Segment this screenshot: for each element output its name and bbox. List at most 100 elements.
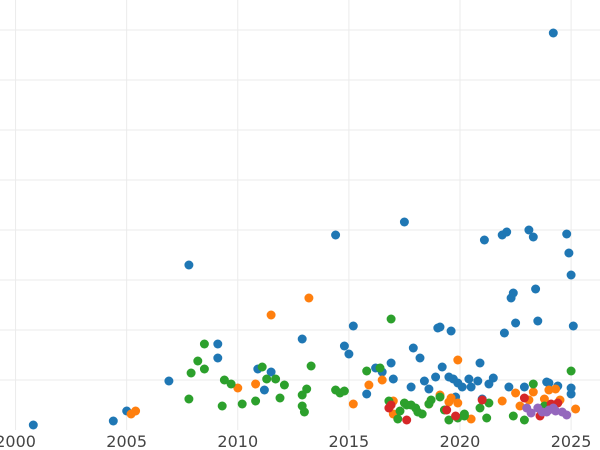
point-s2-45 <box>519 415 529 425</box>
point-s1-14 <box>453 355 463 365</box>
point-s2-43 <box>484 398 494 408</box>
x-tick-label-5: 2025 <box>551 432 592 450</box>
point-s3-3 <box>451 411 461 421</box>
point-s0-10 <box>297 334 307 344</box>
point-s0-65 <box>544 378 554 388</box>
point-s1-15 <box>466 414 476 424</box>
point-s2-26 <box>386 314 396 324</box>
point-s1-4 <box>304 293 314 303</box>
point-s0-4 <box>184 260 194 270</box>
point-s0-38 <box>479 235 489 245</box>
point-s1-22 <box>551 384 561 394</box>
point-s0-57 <box>566 270 576 280</box>
gridlines <box>0 0 600 430</box>
point-s0-51 <box>533 316 543 326</box>
point-s1-16 <box>497 396 507 406</box>
point-s0-45 <box>508 288 518 298</box>
point-s0-5 <box>213 339 223 349</box>
point-s2-0 <box>184 394 194 404</box>
point-s1-2 <box>233 383 243 393</box>
point-s0-21 <box>406 382 416 392</box>
point-s2-42 <box>482 413 492 423</box>
point-s1-6 <box>364 380 374 390</box>
point-s2-17 <box>299 407 309 417</box>
x-tick-label-3: 2015 <box>329 432 370 450</box>
point-s2-34 <box>426 395 436 405</box>
point-s0-22 <box>415 353 425 363</box>
point-s2-35 <box>435 392 445 402</box>
point-s3-5 <box>519 393 529 403</box>
point-s2-28 <box>395 406 405 416</box>
point-s1-21 <box>544 385 554 395</box>
point-s2-46 <box>528 379 538 389</box>
point-s1-7 <box>377 375 387 385</box>
point-s0-23 <box>419 376 429 386</box>
point-s2-22 <box>339 386 349 396</box>
point-s0-48 <box>524 225 534 235</box>
point-s0-28 <box>437 362 447 372</box>
point-s0-53 <box>548 28 558 38</box>
point-s0-49 <box>528 232 538 242</box>
point-s0-9 <box>266 367 276 377</box>
point-s3-2 <box>442 405 452 415</box>
point-s2-5 <box>217 401 227 411</box>
point-s2-6 <box>219 375 229 385</box>
point-s2-11 <box>262 374 272 384</box>
point-s4-9 <box>548 403 558 413</box>
point-s2-8 <box>237 399 247 409</box>
point-s0-8 <box>259 385 269 395</box>
point-s0-36 <box>473 376 483 386</box>
point-s0-17 <box>386 358 396 368</box>
point-s2-3 <box>199 364 209 374</box>
x-tick-label-2: 2010 <box>217 432 258 450</box>
point-s0-0 <box>28 420 38 430</box>
point-s0-62 <box>446 326 456 336</box>
point-s1-13 <box>453 398 463 408</box>
point-s2-13 <box>275 393 285 403</box>
point-s1-24 <box>571 404 581 414</box>
point-s1-27 <box>528 387 538 397</box>
point-s0-12 <box>339 341 349 351</box>
point-s3-9 <box>386 400 396 410</box>
point-s0-40 <box>488 373 498 383</box>
point-s0-27 <box>435 322 445 332</box>
point-s0-56 <box>564 248 574 258</box>
point-s3-1 <box>402 415 412 425</box>
point-s0-18 <box>388 374 398 384</box>
point-s0-11 <box>331 230 341 240</box>
point-s0-43 <box>499 328 509 338</box>
point-s2-1 <box>186 368 196 378</box>
x-tick-label-0: 2000 <box>0 432 36 450</box>
point-s2-10 <box>257 362 267 372</box>
point-s3-4 <box>477 395 487 405</box>
point-s1-1 <box>131 406 141 416</box>
point-s2-49 <box>399 398 409 408</box>
point-s0-1 <box>108 416 118 426</box>
point-s4-7 <box>562 410 572 420</box>
point-s2-44 <box>508 411 518 421</box>
point-s2-4 <box>199 339 209 349</box>
point-s0-15 <box>362 389 372 399</box>
point-s2-14 <box>279 380 289 390</box>
point-s0-20 <box>408 343 418 353</box>
data-points <box>28 28 581 430</box>
point-s2-41 <box>475 403 485 413</box>
point-s1-5 <box>348 399 358 409</box>
point-s2-27 <box>393 414 403 424</box>
point-s0-60 <box>568 321 578 331</box>
point-s0-13 <box>344 349 354 359</box>
point-s2-48 <box>566 366 576 376</box>
point-s0-6 <box>213 353 223 363</box>
point-s0-37 <box>475 358 485 368</box>
point-s0-14 <box>348 321 358 331</box>
point-s2-23 <box>362 366 372 376</box>
point-s0-47 <box>519 382 529 392</box>
point-s4-8 <box>526 408 536 418</box>
point-s2-37 <box>444 415 454 425</box>
x-tick-label-1: 2005 <box>106 432 147 450</box>
point-s1-3 <box>266 310 276 320</box>
point-s0-3 <box>164 376 174 386</box>
point-s0-64 <box>504 382 514 392</box>
